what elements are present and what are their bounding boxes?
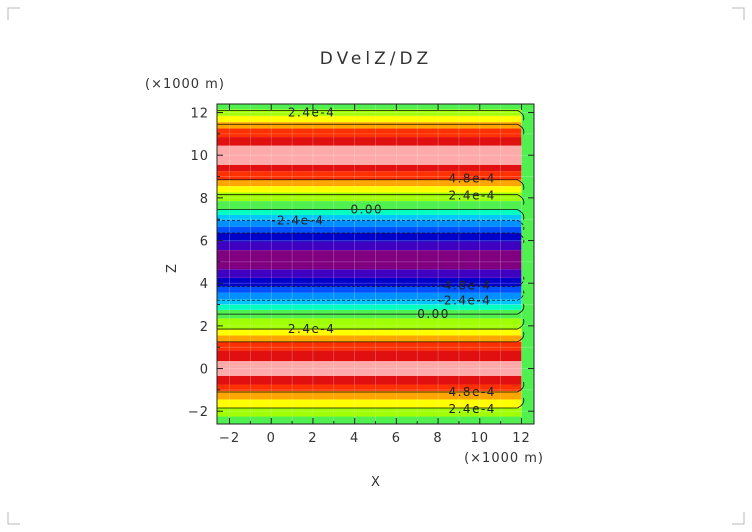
contour-line-9 [217, 304, 525, 315]
band-21 [217, 233, 522, 242]
contour-line-3 [217, 194, 525, 205]
band-6 [217, 361, 522, 376]
band-25 [217, 209, 522, 215]
contour-label-4: -2.4e-4 [271, 213, 324, 227]
corner-top-right [732, 7, 745, 20]
contour-label-3: 0.00 [350, 203, 383, 217]
band-18 [217, 269, 522, 278]
band-5 [217, 376, 522, 385]
x-axis-label: X [371, 475, 381, 490]
band-36 [217, 115, 522, 123]
x-tick-label: −2 [219, 431, 240, 446]
band-8 [217, 341, 522, 351]
band-38 [217, 104, 522, 110]
band-24 [217, 214, 522, 221]
band-37 [217, 109, 522, 116]
y-tick-label: 0 [200, 363, 209, 378]
band-9 [217, 335, 522, 342]
band-30 [217, 171, 522, 180]
band-29 [217, 179, 522, 187]
contour-label-2: 2.4e-4 [448, 189, 495, 203]
contour-label-8: 2.4e-4 [288, 322, 335, 336]
x-tick-label: 12 [512, 431, 531, 446]
band-35 [217, 122, 522, 129]
contour-line-11 [217, 331, 525, 343]
contour-line-1 [217, 123, 525, 135]
y-tick-label: 2 [200, 320, 209, 335]
band-1 [217, 408, 522, 417]
contour-label-1: 4.8e-4 [448, 172, 495, 186]
band-15 [217, 292, 522, 300]
band-22 [217, 226, 522, 234]
x-tick-label: 2 [308, 431, 317, 446]
y-tick-label: 4 [200, 277, 209, 292]
band-20 [217, 241, 522, 251]
contour-label-5: -4.8e-4 [438, 278, 491, 292]
band-7 [217, 350, 522, 362]
contour-line-5 [217, 219, 525, 231]
band-11 [217, 318, 522, 330]
x-tick-label: 4 [350, 431, 359, 446]
band-19 [217, 250, 522, 270]
band-16 [217, 286, 522, 293]
plot-inner: 2.4e-44.8e-42.4e-40.00-2.4e-4-4.8e-4-2.4… [217, 104, 534, 424]
y-tick-label: 10 [190, 149, 209, 164]
band-10 [217, 329, 522, 336]
contour-line-0 [217, 110, 525, 121]
chart-title: DVelZ/DZ [320, 49, 432, 69]
corner-bottom-right [732, 512, 745, 525]
band-23 [217, 220, 522, 227]
band-31 [217, 164, 522, 172]
band-2 [217, 399, 522, 408]
x-tick-label: 10 [471, 431, 490, 446]
band-3 [217, 390, 522, 400]
contour-line-6 [217, 232, 525, 244]
x-unit-label: (×1000 m) [464, 451, 544, 466]
x-tick-label: 6 [392, 431, 401, 446]
band-0 [217, 416, 522, 424]
band-26 [217, 201, 522, 210]
x-tick-label: 0 [267, 431, 276, 446]
contour-label-6: -2.4e-4 [438, 293, 491, 307]
band-34 [217, 128, 522, 138]
y-tick-label: 8 [200, 192, 209, 207]
contour-label-10: 2.4e-4 [448, 402, 495, 416]
corner-top-left [7, 7, 20, 20]
contour-line-7 [217, 276, 525, 287]
x-tick-label: 8 [433, 431, 442, 446]
contour-line-2 [217, 179, 525, 190]
contour-label-9: 4.8e-4 [448, 385, 495, 399]
y-unit-label: (×1000 m) [145, 77, 225, 92]
page-corner-marks [7, 7, 745, 525]
band-4 [217, 384, 522, 391]
contour-label-0: 2.4e-4 [288, 106, 335, 120]
contour-label-7: 0.00 [417, 307, 450, 321]
y-axis-label: Z [165, 263, 180, 273]
band-27 [217, 192, 522, 202]
contour-line-8 [217, 290, 525, 301]
contour-line-4 [217, 209, 525, 220]
contour-line-12 [217, 381, 525, 393]
y-tick-label: 6 [200, 235, 209, 250]
band-33 [217, 137, 522, 146]
band-32 [217, 145, 522, 165]
y-tick-label: −2 [188, 405, 209, 420]
band-17 [217, 277, 522, 287]
band-14 [217, 299, 522, 305]
contour-line-10 [217, 318, 525, 330]
band-13 [217, 304, 522, 310]
corner-bottom-left [7, 512, 20, 525]
plot-area: 2.4e-44.8e-42.4e-40.00-2.4e-4-4.8e-4-2.4… [188, 103, 535, 446]
band-28 [217, 186, 522, 193]
contour-line-13 [217, 397, 525, 409]
edge-strip [521, 104, 534, 424]
y-tick-label: 12 [190, 107, 209, 122]
